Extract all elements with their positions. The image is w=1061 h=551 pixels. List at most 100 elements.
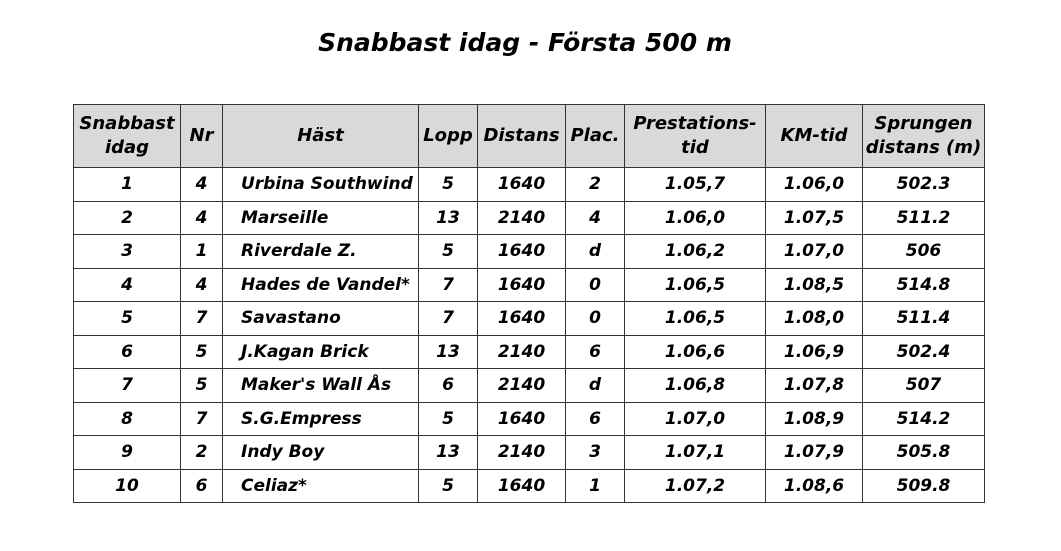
- table-cell: Marseille: [222, 200, 419, 235]
- table-cell: 502.4: [862, 334, 985, 369]
- table-cell: 0: [565, 301, 625, 336]
- table-cell: 1640: [477, 167, 566, 202]
- table-cell: 6: [73, 334, 181, 369]
- table-row: 3 1 Riverdale Z. 5 1640 d 1.06,2 1.07,0 506: [73, 234, 985, 269]
- column-header: Prestations-tid: [624, 104, 766, 168]
- column-header: Distans: [477, 104, 566, 168]
- header-line: distans (m): [865, 137, 982, 158]
- column-header: Nr: [180, 104, 223, 168]
- table-body: 1 4 Urbina Southwind 5 1640 2 1.05,7 1.06,0 502.…: [73, 167, 985, 503]
- table-cell: 5: [418, 468, 478, 503]
- table-cell: 505.8: [862, 435, 985, 470]
- table-cell: 507: [862, 368, 985, 403]
- table-cell: 1.06,0: [624, 200, 766, 235]
- header-row: Snabbast idag Nr Häst Lopp Distans Plac. Presta…: [73, 104, 985, 168]
- table-cell: 1.06,5: [624, 267, 766, 302]
- header-line: Plac.: [570, 125, 620, 146]
- table-cell: 2140: [477, 435, 566, 470]
- table-cell: 511.4: [862, 301, 985, 336]
- table-row: 2 4 Marseille 13 2140 4 1.06,0 1.07,5 511.2: [73, 200, 985, 235]
- table-cell: 8: [73, 401, 181, 436]
- table-cell: 1.06,2: [624, 234, 766, 269]
- table-cell: 2140: [477, 200, 566, 235]
- table-cell: 3: [565, 435, 625, 470]
- table-cell: 0: [565, 267, 625, 302]
- table-cell: S.G.Empress: [222, 401, 419, 436]
- header-line: Nr: [189, 125, 214, 146]
- table-cell: 2: [180, 435, 223, 470]
- table-cell: 514.2: [862, 401, 985, 436]
- table-cell: 5: [73, 301, 181, 336]
- header-line: Snabbast: [79, 113, 175, 134]
- table-cell: 1.07,1: [624, 435, 766, 470]
- column-header: Snabbast idag: [73, 104, 181, 168]
- table-cell: 5: [418, 234, 478, 269]
- table-cell: 1: [73, 167, 181, 202]
- table-cell: 3: [73, 234, 181, 269]
- table-cell: 1.08,9: [765, 401, 863, 436]
- table-cell: 1.06,5: [624, 301, 766, 336]
- table-cell: 509.8: [862, 468, 985, 503]
- table-row: 6 5 J.Kagan Brick 13 2140 6 1.06,6 1.06,9 502.4: [73, 334, 985, 369]
- table-cell: 1.07,9: [765, 435, 863, 470]
- table-cell: 4: [180, 267, 223, 302]
- table-row: 8 7 S.G.Empress 5 1640 6 1.07,0 1.08,9 514.2: [73, 401, 985, 436]
- table-cell: 511.2: [862, 200, 985, 235]
- table-cell: 7: [418, 267, 478, 302]
- table-cell: d: [565, 368, 625, 403]
- table-cell: 1.07,5: [765, 200, 863, 235]
- column-header: Häst: [222, 104, 419, 168]
- table-cell: 1.05,7: [624, 167, 766, 202]
- table-cell: 5: [180, 368, 223, 403]
- table-cell: 5: [418, 167, 478, 202]
- column-header: KM-tid: [765, 104, 863, 168]
- table-cell: 1.07,0: [765, 234, 863, 269]
- table-cell: 4: [180, 200, 223, 235]
- table-cell: Savastano: [222, 301, 419, 336]
- table-cell: 5: [418, 401, 478, 436]
- table-cell: 514.8: [862, 267, 985, 302]
- table-cell: 6: [565, 334, 625, 369]
- table-cell: 5: [180, 334, 223, 369]
- table-cell: 2140: [477, 334, 566, 369]
- table-cell: 10: [73, 468, 181, 503]
- table-cell: 1640: [477, 267, 566, 302]
- table-cell: 1: [180, 234, 223, 269]
- header-line: KM-tid: [780, 125, 848, 146]
- table-cell: 1640: [477, 301, 566, 336]
- table-cell: 6: [180, 468, 223, 503]
- table-cell: Riverdale Z.: [222, 234, 419, 269]
- table-cell: 1640: [477, 401, 566, 436]
- column-header: Plac.: [565, 104, 625, 168]
- table-cell: 506: [862, 234, 985, 269]
- table-cell: 1: [565, 468, 625, 503]
- table-cell: J.Kagan Brick: [222, 334, 419, 369]
- table-cell: 7: [180, 401, 223, 436]
- table-cell: 6: [418, 368, 478, 403]
- table-cell: 13: [418, 435, 478, 470]
- table-cell: 1.08,5: [765, 267, 863, 302]
- table-cell: Maker's Wall Ås: [222, 368, 419, 403]
- table-cell: 1.08,0: [765, 301, 863, 336]
- table-cell: d: [565, 234, 625, 269]
- table-cell: 2: [73, 200, 181, 235]
- table-cell: 7: [418, 301, 478, 336]
- table-cell: 1.08,6: [765, 468, 863, 503]
- header-line: Häst: [297, 125, 344, 146]
- table-cell: 1640: [477, 468, 566, 503]
- header-line: Lopp: [423, 125, 473, 146]
- table-cell: 1.06,6: [624, 334, 766, 369]
- table-row: 1 4 Urbina Southwind 5 1640 2 1.05,7 1.06,0 502.…: [73, 167, 985, 202]
- table-cell: Indy Boy: [222, 435, 419, 470]
- header-line: Distans: [483, 125, 560, 146]
- table-cell: 7: [73, 368, 181, 403]
- header-line: idag: [104, 137, 150, 158]
- table-cell: Urbina Southwind: [222, 167, 419, 202]
- results-table: Snabbast idag Nr Häst Lopp Distans Plac. Presta…: [73, 104, 985, 503]
- table-cell: 4: [73, 267, 181, 302]
- header-line: Sprungen: [874, 113, 973, 134]
- header-line: tid: [681, 137, 709, 158]
- table-cell: 1.06,8: [624, 368, 766, 403]
- table-cell: 1.06,0: [765, 167, 863, 202]
